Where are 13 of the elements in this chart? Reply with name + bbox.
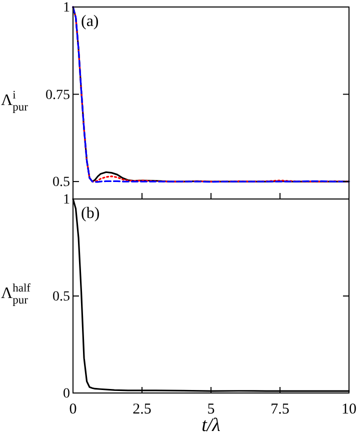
x-tick-label: 10 [342, 402, 356, 418]
y-tick-label: 1 [63, 192, 70, 208]
y-tick-label: 0 [63, 386, 70, 402]
x-axis-title: t/λ [202, 415, 220, 436]
x-tick-label: 5 [207, 402, 215, 418]
y-tick-label: 1 [63, 0, 70, 16]
y-tick-label: 0.5 [52, 289, 70, 304]
x-tick-label: 2.5 [132, 402, 152, 418]
annotation: (a) [81, 13, 99, 30]
y-tick-label: 0.5 [52, 175, 70, 190]
y-tick-label: 0.75 [46, 88, 70, 103]
annotation: (b) [81, 205, 100, 222]
x-tick-label: 7.5 [270, 402, 290, 418]
